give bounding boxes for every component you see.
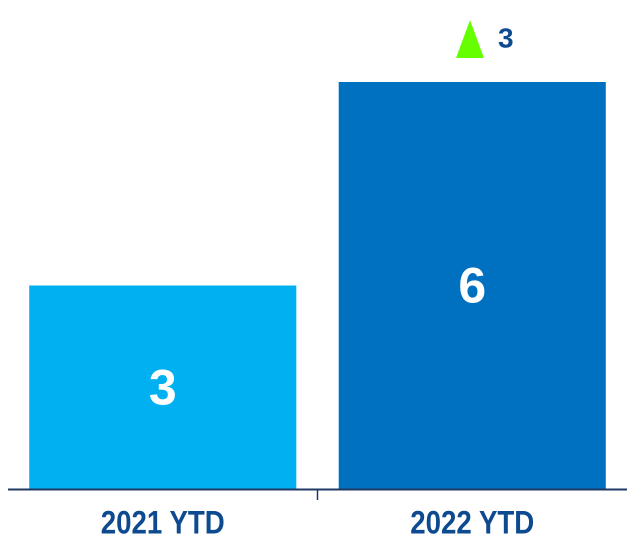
bar — [29, 285, 297, 489]
bar — [338, 82, 606, 489]
change-label: 3 — [498, 22, 514, 53]
x-tick-label: 2021 YTD — [101, 504, 225, 540]
change-arrow — [456, 20, 484, 58]
value-label: 6 — [458, 258, 486, 314]
value-label: 3 — [149, 359, 177, 415]
x-tick-label: 2022 YTD — [410, 504, 534, 540]
